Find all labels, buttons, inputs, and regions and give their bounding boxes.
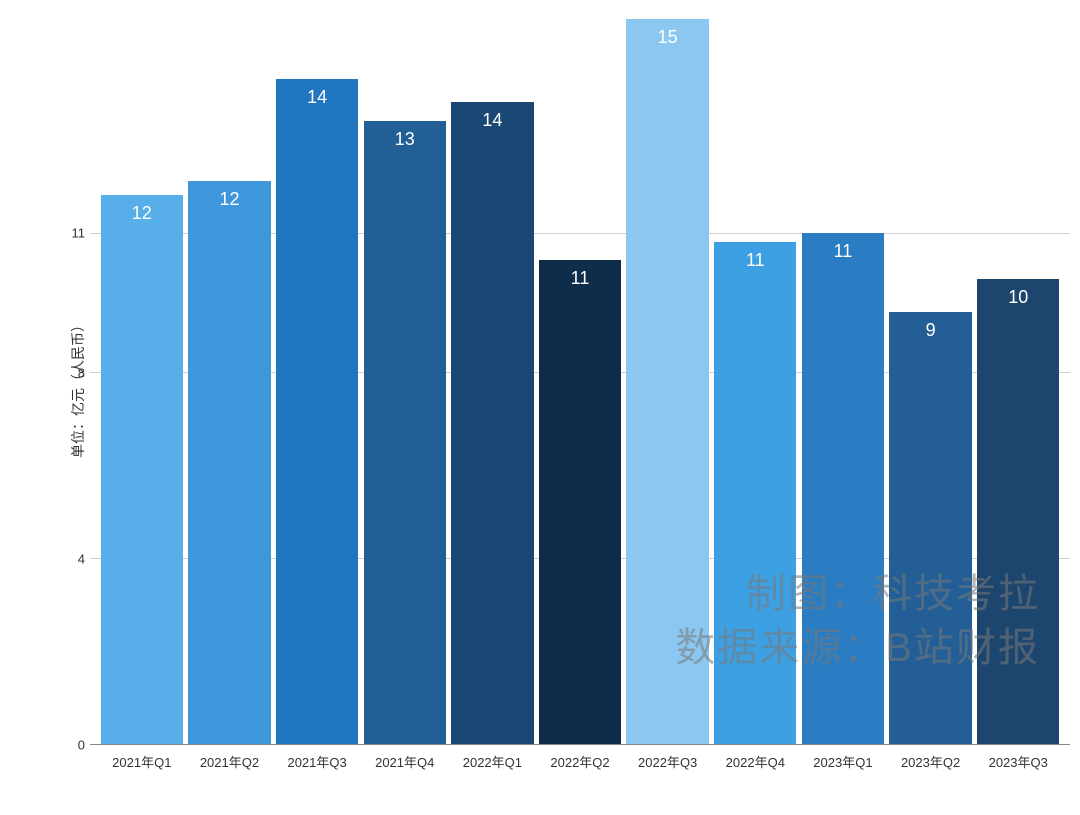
bar: 14 xyxy=(276,79,358,744)
bar-value-label: 14 xyxy=(307,87,327,108)
bar-value-label: 15 xyxy=(658,27,678,48)
xtick-label: 2022年Q2 xyxy=(550,752,609,771)
bar-value-label: 11 xyxy=(834,241,853,262)
xtick-label: 2023年Q1 xyxy=(813,752,872,771)
bar-slot: 142021年Q3 xyxy=(273,0,361,744)
xtick-label: 2022年Q4 xyxy=(726,752,785,771)
bar-value-label: 9 xyxy=(926,320,936,341)
bar-slot: 112022年Q2 xyxy=(536,0,624,744)
bar-slot: 132021年Q4 xyxy=(361,0,449,744)
bar: 11 xyxy=(539,260,621,744)
bar-slot: 102023年Q3 xyxy=(974,0,1062,744)
bar: 13 xyxy=(364,121,446,744)
bar: 14 xyxy=(451,102,533,744)
yaxis-title: 单位：亿元（人民币） xyxy=(68,318,88,458)
bar-value-label: 11 xyxy=(746,250,765,271)
bar-slot: 142022年Q1 xyxy=(449,0,537,744)
bar-value-label: 10 xyxy=(1008,287,1028,308)
ytick-label: 4 xyxy=(55,551,85,566)
xtick-label: 2023年Q3 xyxy=(989,752,1048,771)
xtick-label: 2023年Q2 xyxy=(901,752,960,771)
xtick-label: 2021年Q2 xyxy=(200,752,259,771)
bar-slot: 112023年Q1 xyxy=(799,0,887,744)
xtick-label: 2022年Q3 xyxy=(638,752,697,771)
plot-area: 122021年Q1122021年Q2142021年Q3132021年Q41420… xyxy=(90,0,1070,745)
ytick-label: 11 xyxy=(55,225,85,240)
bar-slot: 112022年Q4 xyxy=(711,0,799,744)
xtick-label: 2021年Q4 xyxy=(375,752,434,771)
bar-value-label: 12 xyxy=(132,203,152,224)
bar-value-label: 11 xyxy=(571,268,590,289)
bar-slot: 122021年Q2 xyxy=(186,0,274,744)
bar-slot: 92023年Q2 xyxy=(887,0,975,744)
ytick-label: 8 xyxy=(55,365,85,380)
bars-group: 122021年Q1122021年Q2142021年Q3132021年Q41420… xyxy=(90,0,1070,744)
xtick-label: 2021年Q1 xyxy=(112,752,171,771)
bar: 12 xyxy=(188,181,270,744)
bar: 9 xyxy=(889,312,971,744)
ytick-label: 0 xyxy=(55,738,85,753)
chart-container: 单位：亿元（人民币） 122021年Q1122021年Q2142021年Q313… xyxy=(60,0,1070,775)
xtick-label: 2021年Q3 xyxy=(287,752,346,771)
bar-slot: 152022年Q3 xyxy=(624,0,712,744)
bar-value-label: 14 xyxy=(482,110,502,131)
bar-value-label: 13 xyxy=(395,129,415,150)
bar: 12 xyxy=(101,195,183,744)
bar: 10 xyxy=(977,279,1059,744)
bar-slot: 122021年Q1 xyxy=(98,0,186,744)
bar: 11 xyxy=(714,242,796,744)
xtick-label: 2022年Q1 xyxy=(463,752,522,771)
bar: 15 xyxy=(626,19,708,744)
bar: 11 xyxy=(802,233,884,745)
bar-value-label: 12 xyxy=(219,189,239,210)
